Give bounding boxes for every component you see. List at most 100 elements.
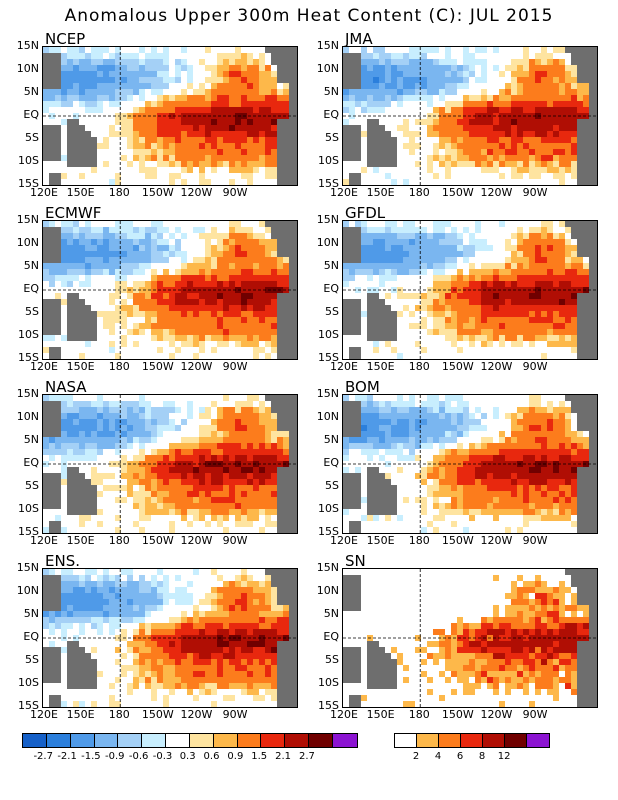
lon-label: 150W — [141, 360, 174, 373]
colorbar-swatch — [166, 734, 190, 747]
lat-label: EQ — [323, 282, 339, 295]
lat-label: 15N — [316, 39, 339, 52]
lon-label: 120W — [480, 360, 513, 373]
colorbar-tick-label: 1.5 — [251, 751, 268, 762]
lat-label: 5S — [25, 653, 39, 666]
lon-label: 120E — [330, 186, 358, 199]
lat-label: EQ — [23, 108, 39, 121]
lat-label: 10N — [316, 410, 339, 423]
lat-label: 10N — [16, 62, 39, 75]
lat-label: 15N — [16, 561, 39, 574]
colorbar-tick-label: 0.3 — [179, 751, 196, 762]
lon-label: 120W — [480, 186, 513, 199]
lon-label: 120W — [480, 708, 513, 721]
lon-label: 120E — [330, 360, 358, 373]
colorbar-tick-label: 0.9 — [227, 751, 244, 762]
lat-label: 5N — [323, 433, 339, 446]
lon-label: 180 — [108, 360, 130, 373]
lon-label: 90W — [222, 360, 248, 373]
lon-label: 120W — [480, 534, 513, 547]
heat-content-field — [343, 569, 597, 707]
lat-label: 10N — [16, 584, 39, 597]
lat-label: 10N — [316, 584, 339, 597]
lon-label: 90W — [522, 534, 548, 547]
lat-label: 5S — [325, 479, 339, 492]
lat-label: EQ — [323, 630, 339, 643]
colorbar-tick-label: -2.1 — [57, 751, 77, 762]
figure-title: Anomalous Upper 300m Heat Content (C): J… — [64, 6, 554, 26]
lat-label: 10S — [18, 154, 39, 167]
lon-label: 150E — [66, 534, 95, 547]
heat-content-field — [343, 221, 597, 359]
lat-label: 15S — [18, 351, 39, 364]
lat-label: EQ — [23, 456, 39, 469]
lon-label: 150W — [441, 708, 474, 721]
lat-label: 5S — [25, 479, 39, 492]
lon-label: 120E — [30, 708, 58, 721]
lon-label: 90W — [222, 534, 248, 547]
lat-label: 5S — [325, 131, 339, 144]
colorbar-swatch — [417, 734, 439, 747]
colorbar-swatch — [439, 734, 461, 747]
colorbar-swatch — [505, 734, 527, 747]
lon-label: 120W — [180, 708, 213, 721]
heat-content-field — [43, 47, 297, 185]
lon-label: 180 — [108, 708, 130, 721]
lon-label: 150W — [441, 360, 474, 373]
lat-label: 5S — [325, 305, 339, 318]
lat-label: 15S — [18, 525, 39, 538]
colorbar-swatch — [285, 734, 310, 747]
map-area — [342, 46, 598, 186]
panel-title: NCEP — [45, 30, 86, 48]
colorbar-tick-label: 2.7 — [298, 751, 315, 762]
colorbar-swatch — [213, 734, 238, 747]
colorbar-swatch — [23, 734, 47, 747]
map-area — [342, 220, 598, 360]
heat-content-field — [43, 221, 297, 359]
lon-label: 120W — [180, 186, 213, 199]
lat-label: EQ — [323, 108, 339, 121]
lat-label: 5N — [23, 85, 39, 98]
colorbar-tick-label: -0.9 — [105, 751, 125, 762]
colorbar-tick-label: 0.6 — [203, 751, 220, 762]
lat-label: 10N — [16, 236, 39, 249]
colorbar-swatch — [94, 734, 119, 747]
lat-label: 15N — [16, 39, 39, 52]
panel-title: NASA — [45, 378, 87, 396]
colorbar-tick-label: 12 — [497, 751, 511, 762]
map-area — [42, 46, 298, 186]
colorbar-swatch — [118, 734, 143, 747]
lon-label: 150E — [366, 360, 395, 373]
colorbar-swatch — [483, 734, 505, 747]
lat-label: 15N — [316, 561, 339, 574]
lat-label: EQ — [323, 456, 339, 469]
colorbar-swatch — [261, 734, 286, 747]
lon-label: 180 — [408, 708, 430, 721]
panel-title: JMA — [345, 30, 373, 48]
lat-label: 5N — [23, 607, 39, 620]
heat-content-field — [343, 395, 597, 533]
colorbar-swatch — [70, 734, 95, 747]
colorbar-swatch — [309, 734, 333, 747]
colorbar-tick-label: 4 — [434, 751, 442, 762]
lat-label: 5N — [323, 85, 339, 98]
lat-label: 15S — [18, 699, 39, 712]
lat-label: 15N — [316, 213, 339, 226]
lon-label: 150W — [441, 534, 474, 547]
lon-label: 150E — [366, 186, 395, 199]
lon-label: 120E — [330, 534, 358, 547]
heat-content-field — [343, 47, 597, 185]
colorbar-swatch — [332, 734, 357, 747]
lon-label: 120W — [180, 534, 213, 547]
lon-label: 120E — [30, 186, 58, 199]
panel-title: BOM — [345, 378, 380, 396]
lon-label: 90W — [522, 186, 548, 199]
colorbar-swatch — [527, 734, 549, 747]
lat-label: 15S — [318, 699, 339, 712]
lon-label: 150E — [366, 534, 395, 547]
lon-label: 90W — [522, 708, 548, 721]
colorbar-tick-label: 2 — [412, 751, 420, 762]
lat-label: 5S — [25, 305, 39, 318]
lat-label: 10S — [318, 328, 339, 341]
map-area — [42, 394, 298, 534]
